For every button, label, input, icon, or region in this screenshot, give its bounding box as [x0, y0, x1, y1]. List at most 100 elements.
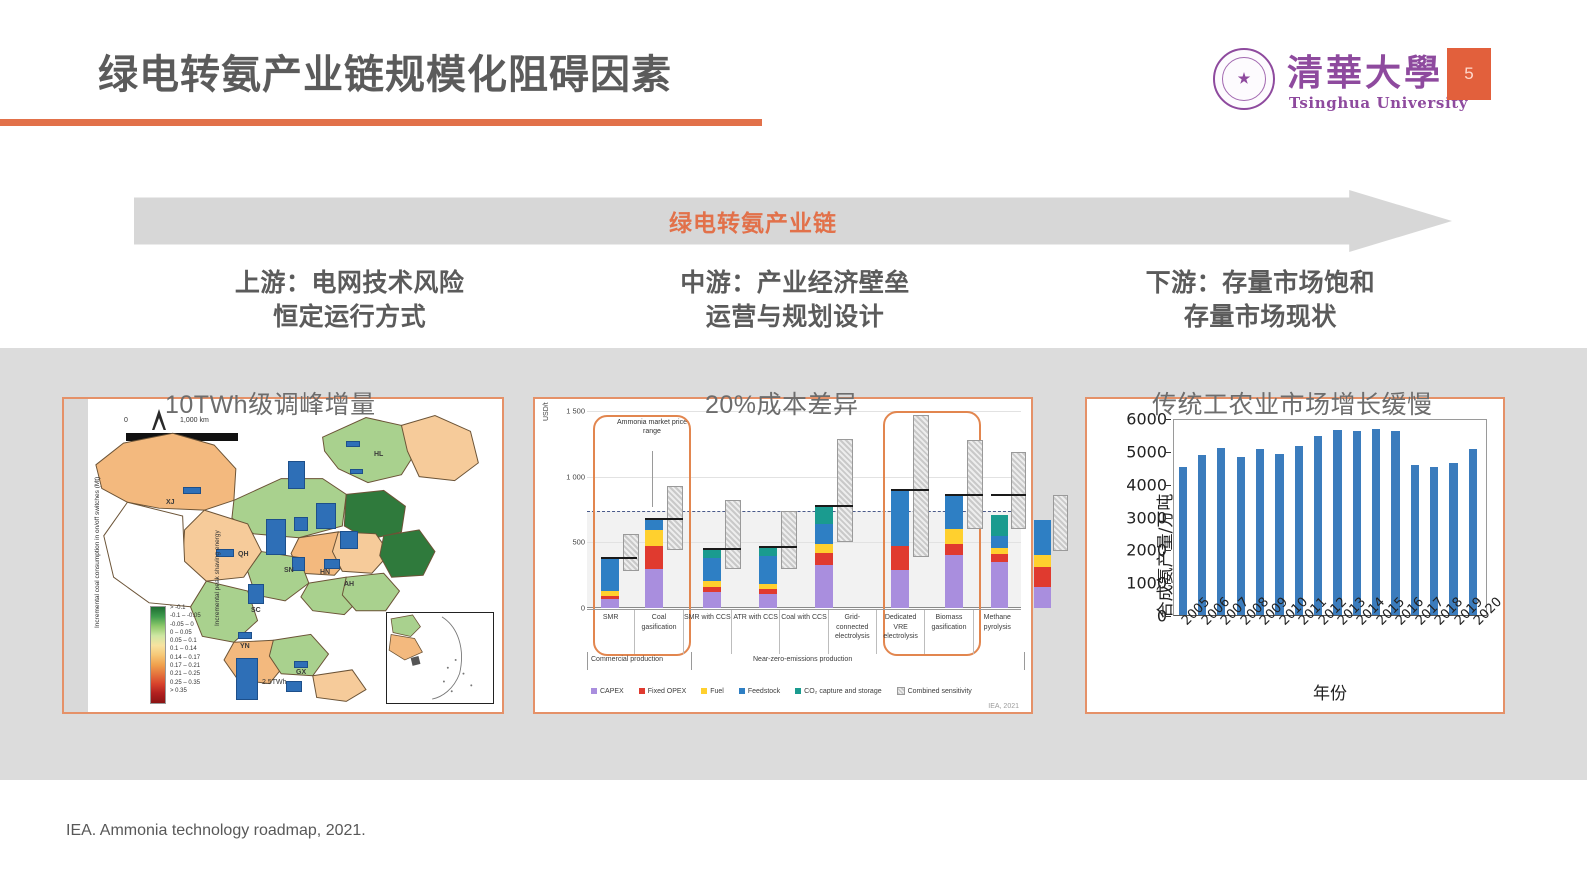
map-legend-bin: 0.25 – 0.35 — [170, 679, 201, 686]
stage-heading-midstream: 中游：产业经济壁垒 运营与规划设计 — [553, 266, 1036, 340]
iea-group-label-commercial: Commercial production — [591, 656, 663, 663]
iea-cost-figure: USD/t 1 500 1 000 500 0 Ammonia market p… — [535, 399, 1068, 712]
source-footnote: IEA. Ammonia technology roadmap, 2021. — [66, 822, 366, 839]
seg-opex — [703, 587, 721, 593]
legend-label: CAPEX — [600, 687, 624, 695]
iea-bar-smr — [601, 559, 619, 608]
legend-swatch-fixed-opex — [638, 688, 645, 694]
ammonia-tickmark — [1166, 517, 1171, 519]
stage-headings: 上游：电网技术风险 恒定运行方式 中游：产业经济壁垒 运营与规划设计 下游：存量… — [70, 266, 1520, 340]
iea-category: ATR with CCS — [732, 610, 781, 654]
iea-legend-item-fuel: Fuel — [701, 688, 724, 695]
seg-ccs — [815, 506, 833, 524]
map-bar-hl — [346, 441, 360, 447]
ammonia-bar — [1333, 430, 1342, 615]
iea-range-biomass — [1011, 451, 1026, 530]
iea-category: Grid-connected electrolysis — [829, 610, 877, 654]
iea-bar-grid-electrolysis — [891, 491, 909, 608]
ammonia-ytick: 0 — [1156, 606, 1167, 626]
ammonia-ytick: 2000 — [1126, 540, 1167, 560]
caption-downstream: 传统工农业市场增长缓慢 — [1152, 391, 1433, 419]
seg-feedstock — [703, 557, 721, 582]
tsinghua-logo: 清華大學 Tsinghua University — [1213, 44, 1468, 116]
seg-feedstock — [645, 519, 663, 531]
iea-category: Coal gasification — [635, 610, 684, 654]
seg-capex — [759, 593, 777, 608]
iea-bar-biomass — [991, 515, 1008, 608]
seg-feedstock — [891, 491, 909, 547]
iea-range-smr-ccs — [725, 500, 741, 569]
ammonia-bar — [1352, 430, 1361, 615]
map-bar-ah — [324, 559, 340, 569]
ammonia-y-axis: 6000 5000 4000 3000 2000 1000 0 — [1107, 410, 1171, 626]
iea-plot-area: Ammonia market price range — [587, 411, 1068, 656]
legend-swatch-fuel — [701, 688, 708, 694]
iea-group-separator — [1024, 652, 1025, 670]
ammonia-tickmark — [1166, 616, 1171, 617]
map-bar-js — [340, 531, 358, 549]
iea-mean-coal-gasification — [645, 517, 683, 520]
stage-midstream-line2: 运营与规划设计 — [705, 303, 885, 331]
ammonia-ytick: 5000 — [1126, 442, 1167, 462]
iea-x-axis-line — [587, 607, 1021, 608]
iea-annotation-stem — [652, 451, 653, 507]
seg-opex — [645, 546, 663, 569]
ammonia-bar — [1430, 466, 1439, 615]
seg-feedstock — [1034, 519, 1051, 556]
seg-ccs — [991, 515, 1008, 537]
stage-upstream-line2: 恒定运行方式 — [273, 303, 427, 331]
seg-opex — [945, 543, 963, 556]
iea-category-axis: SMR Coal gasification SMR with CCS ATR w… — [587, 609, 1021, 654]
ammonia-bar — [1294, 445, 1303, 615]
map-bar-xj — [183, 487, 201, 494]
iea-category: Methane pyrolysis — [983, 614, 1011, 631]
map-label-hl: HL — [374, 451, 384, 458]
map-label-qh: QH — [238, 551, 249, 558]
ammonia-bar — [1468, 448, 1477, 615]
iea-mean-biomass — [991, 494, 1026, 497]
stage-downstream-line1: 下游：存量市场饱和 — [1145, 269, 1376, 297]
legend-swatch-feedstock — [738, 688, 745, 694]
seg-capex — [703, 592, 721, 608]
iea-gridline — [587, 542, 1021, 544]
iea-legend-item-feedstock: Feedstock — [738, 688, 780, 695]
legend-swatch-ccs — [795, 688, 802, 694]
iea-group-separator — [691, 652, 692, 670]
ammonia-x-axis: 2005 2006 2007 2008 2009 2010 2011 2012 … — [1173, 595, 1505, 712]
map-bar-im — [288, 461, 305, 489]
seg-fuel — [945, 529, 963, 544]
seg-feedstock — [601, 559, 619, 591]
ammonia-ytick: 4000 — [1126, 475, 1167, 495]
map-label-hn: HN — [320, 569, 331, 576]
iea-category: SMR with CCS — [684, 610, 732, 654]
seg-opex — [1034, 567, 1051, 587]
iea-annotation: Ammonia market price range — [616, 419, 688, 435]
map-label-ah: AH — [344, 581, 355, 588]
map-legend-title-right: Incremental peak shaving energy — [214, 530, 221, 626]
caption-midstream: 20%成本差异 — [705, 391, 859, 419]
seg-fuel — [815, 543, 833, 553]
seg-opex — [991, 554, 1008, 563]
map-bar-sd — [316, 503, 336, 529]
iea-mean-coal-ccs — [815, 504, 853, 507]
iea-category: Coal with CCS — [780, 610, 829, 654]
map-legend-bin: 0.21 – 0.25 — [170, 671, 201, 678]
seg-capex — [945, 555, 963, 608]
iea-mean-grid-electrolysis — [891, 489, 929, 492]
iea-price-range-dashline — [587, 510, 1021, 512]
map-legend-bin: 0.1 – 0.14 — [170, 646, 197, 653]
map-side-strip — [64, 399, 88, 712]
process-arrow-shape — [134, 190, 1452, 252]
title-underline — [0, 119, 762, 126]
seg-capex — [991, 562, 1008, 608]
ammonia-tickmark — [1166, 484, 1171, 486]
ammonia-bar — [1372, 428, 1381, 615]
seg-fuel — [703, 581, 721, 587]
iea-range-smr — [623, 534, 639, 572]
legend-swatch-capex — [591, 688, 597, 694]
seg-fuel — [991, 548, 1008, 555]
map-legend: Incremental coal consumption in on/off s… — [94, 477, 306, 706]
china-map-figure: 0 1,000 km — [64, 399, 502, 712]
map-legend-bin: 0.05 – 0.1 — [170, 638, 197, 645]
